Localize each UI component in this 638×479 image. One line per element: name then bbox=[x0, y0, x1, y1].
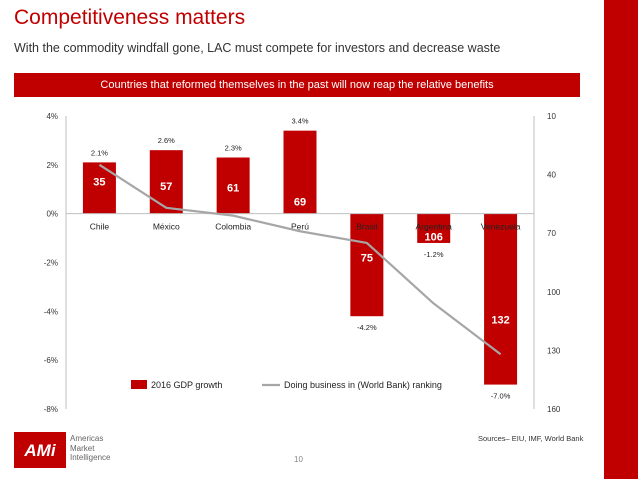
bar-perú bbox=[283, 130, 317, 214]
ranking-line bbox=[98, 163, 502, 356]
rank-value-label: 57 bbox=[160, 181, 172, 193]
rank-value-label: 106 bbox=[425, 232, 443, 244]
page-title: Competitiveness matters bbox=[14, 6, 246, 29]
category-label: México bbox=[153, 222, 180, 232]
left-tick-label: -2% bbox=[44, 259, 58, 268]
rank-value-label: 75 bbox=[361, 253, 373, 265]
bar-méxico bbox=[149, 150, 183, 214]
legend-swatch-gdp bbox=[131, 380, 147, 389]
rank-value-label: 69 bbox=[294, 197, 306, 209]
bar-value-label: 3.4% bbox=[291, 117, 308, 126]
sources-note: Sources– EIU, IMF, World Bank bbox=[478, 434, 584, 443]
bar-venezuela bbox=[484, 213, 518, 385]
right-tick-label: 70 bbox=[547, 229, 556, 238]
category-label: Colombia bbox=[215, 222, 251, 232]
bar-brasil bbox=[350, 213, 384, 317]
rank-value-label: 61 bbox=[227, 183, 239, 195]
rank-value-label: 35 bbox=[93, 176, 105, 188]
category-label: Venezuela bbox=[481, 222, 521, 232]
category-label: Perú bbox=[291, 222, 309, 232]
logo-line-1: Americas bbox=[70, 434, 104, 443]
logo-line-2: Market bbox=[70, 443, 95, 453]
right-tick-label: 100 bbox=[547, 288, 561, 297]
right-tick-label: 160 bbox=[547, 405, 561, 414]
bar-value-label: -4.2% bbox=[357, 323, 377, 332]
category-label: Argentina bbox=[416, 222, 453, 232]
bar-value-label: -7.0% bbox=[491, 392, 511, 401]
page-subtitle: With the commodity windfall gone, LAC mu… bbox=[14, 41, 501, 55]
page-number: 10 bbox=[294, 455, 303, 464]
right-tick-label: 10 bbox=[547, 112, 556, 121]
category-label: Brasil bbox=[356, 222, 377, 232]
legend-label-ranking: Doing business in (World Bank) ranking bbox=[284, 380, 442, 390]
legend-label-gdp: 2016 GDP growth bbox=[151, 380, 222, 390]
left-tick-label: 4% bbox=[46, 112, 58, 121]
left-tick-label: -8% bbox=[44, 405, 58, 414]
banner: Countries that reformed themselves in th… bbox=[14, 73, 580, 97]
bar-argentina bbox=[417, 213, 451, 243]
logo-line-3: Intelligence bbox=[70, 453, 111, 462]
bar-value-label: 2.6% bbox=[158, 136, 175, 145]
category-label: Chile bbox=[90, 222, 110, 232]
rank-value-label: 132 bbox=[491, 315, 509, 327]
bar-value-label: -1.2% bbox=[424, 250, 444, 259]
accent-side-bar bbox=[604, 0, 638, 479]
left-tick-label: -6% bbox=[44, 356, 58, 365]
ami-logo-icon: AMi bbox=[14, 432, 66, 468]
bar-colombia bbox=[216, 157, 250, 214]
left-tick-label: 0% bbox=[46, 210, 58, 219]
logo-wordmark: Americas Market Intelligence bbox=[70, 434, 110, 463]
bar-value-label: 2.3% bbox=[225, 144, 242, 153]
bar-value-label: 2.1% bbox=[91, 148, 108, 157]
logo-mark: AMi bbox=[23, 441, 56, 460]
left-tick-label: 2% bbox=[46, 161, 58, 170]
right-tick-label: 40 bbox=[547, 171, 556, 180]
left-tick-label: -4% bbox=[44, 307, 58, 316]
right-tick-label: 130 bbox=[547, 346, 561, 355]
